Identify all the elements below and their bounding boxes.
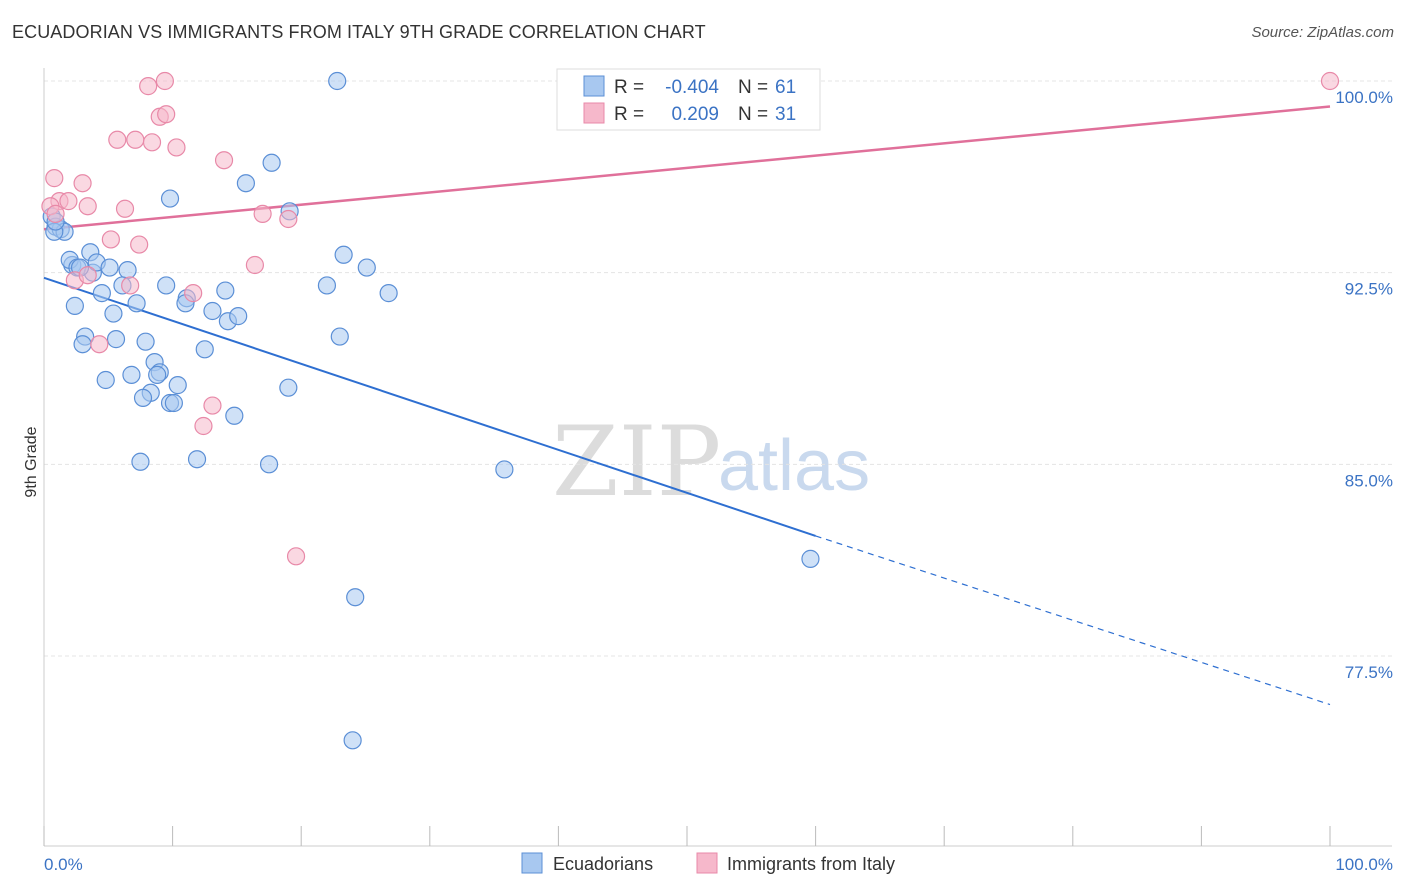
- point-ecuadorian-24: [148, 365, 167, 384]
- point-italy-24: [184, 284, 203, 303]
- point-italy-27: [194, 416, 213, 436]
- point-ecuadorian-31: [164, 393, 183, 413]
- legend-box: R = -0.404 N = 61 R = 0.209 N = 31: [556, 68, 821, 131]
- point-ecuadorian-26: [96, 370, 115, 390]
- point-ecuadorian-30: [133, 388, 153, 407]
- source-credit: Source: ZipAtlas.com: [1251, 24, 1394, 41]
- y-tick-label-2: 92.5%: [1345, 280, 1393, 299]
- point-ecuadorian-25: [168, 376, 187, 395]
- point-ecuadorian-16: [104, 304, 123, 323]
- point-italy-23: [121, 276, 140, 295]
- legend-swatch-italy: [583, 102, 605, 124]
- point-ecuadorian-45: [330, 327, 349, 346]
- point-ecuadorian-55: [495, 460, 514, 479]
- legend-r-label-2: R =: [614, 104, 644, 125]
- point-ecuadorian-49: [279, 378, 298, 397]
- point-italy-28: [286, 547, 306, 566]
- point-ecuadorian-41: [131, 452, 150, 471]
- point-italy-10: [142, 133, 162, 152]
- point-ecuadorian-54: [328, 71, 347, 91]
- point-ecuadorian-19: [73, 335, 92, 354]
- point-italy-20: [130, 235, 149, 254]
- point-italy-8: [126, 130, 145, 149]
- bottom-legend: Ecuadorians Immigrants from Italy: [521, 852, 895, 874]
- trend-line-ecuadorians: [43, 276, 816, 537]
- legend-r-label-1: R =: [614, 77, 644, 98]
- point-italy-14: [155, 71, 174, 91]
- point-italy-12: [157, 105, 176, 124]
- point-italy-17: [253, 204, 272, 223]
- point-ecuadorian-51: [262, 153, 281, 172]
- point-ecuadorian-33: [157, 276, 176, 295]
- point-ecuadorian-44: [317, 276, 337, 295]
- point-ecuadorian-15: [127, 294, 146, 313]
- watermark-atlas: atlas: [718, 426, 870, 506]
- legend-swatch-ecuadorians: [583, 75, 605, 97]
- point-ecuadorian-46: [334, 245, 353, 264]
- tick-labels: 77.5% 85.0% 92.5% 100.0% 0.0% 100.0%: [44, 88, 1393, 874]
- x-tick-label-1: 100.0%: [1335, 855, 1393, 874]
- legend-n-label-2: N =: [738, 104, 768, 125]
- chart-title: ECUADORIAN VS IMMIGRANTS FROM ITALY 9TH …: [12, 22, 706, 42]
- y-tick-label-3: 100.0%: [1335, 88, 1393, 107]
- point-italy-9: [108, 130, 127, 149]
- point-ecuadorian-13: [92, 284, 111, 303]
- point-ecuadorian-56: [801, 549, 820, 568]
- point-italy-5: [73, 174, 92, 193]
- point-ecuadorian-43: [259, 455, 279, 474]
- point-ecuadorian-47: [357, 258, 376, 277]
- point-italy-26: [203, 396, 222, 415]
- point-ecuadorian-36: [203, 301, 222, 321]
- bottom-legend-swatch-ecuadorians: [521, 852, 543, 874]
- point-ecuadorian-42: [187, 450, 207, 469]
- legend-n-value-2: 31: [775, 104, 796, 125]
- legend-r-value-1: -0.404: [665, 77, 719, 98]
- point-italy-15: [167, 138, 186, 157]
- point-italy-21: [245, 255, 265, 275]
- point-italy-18: [279, 209, 298, 229]
- axes: [43, 68, 1392, 847]
- point-ecuadorian-32: [195, 340, 214, 359]
- point-italy-19: [101, 230, 120, 249]
- point-ecuadorian-48: [379, 284, 398, 303]
- point-italy-13: [139, 77, 158, 96]
- legend-n-value-1: 61: [775, 77, 796, 98]
- point-ecuadorian-20: [106, 330, 126, 349]
- point-italy-3: [59, 192, 78, 211]
- point-italy-29: [1320, 71, 1340, 91]
- point-ecuadorian-17: [65, 296, 84, 315]
- point-ecuadorian-27: [122, 365, 141, 384]
- point-ecuadorian-52: [236, 174, 256, 193]
- x-tick-label-0: 0.0%: [44, 855, 83, 874]
- point-ecuadorian-53: [160, 189, 180, 208]
- point-italy-25: [90, 335, 109, 354]
- bottom-legend-label-ecuadorians: Ecuadorians: [553, 854, 653, 874]
- point-italy-7: [115, 199, 135, 218]
- point-italy-6: [78, 197, 97, 216]
- point-ecuadorian-40: [225, 406, 244, 425]
- data-points: [41, 71, 1340, 750]
- legend-r-value-2: 0.209: [671, 104, 719, 125]
- point-italy-0: [45, 169, 64, 188]
- watermark-zip: ZIP: [552, 406, 721, 518]
- point-italy-4: [46, 204, 65, 223]
- grid-lines: [44, 80, 1392, 657]
- point-ecuadorian-58: [343, 731, 362, 750]
- y-tick-label-1: 85.0%: [1345, 471, 1393, 490]
- y-axis-label: 9th Grade: [23, 426, 40, 497]
- point-ecuadorian-21: [136, 332, 155, 351]
- point-ecuadorian-37: [216, 281, 235, 300]
- point-italy-30: [78, 266, 97, 285]
- point-ecuadorian-57: [346, 588, 365, 607]
- y-tick-label-0: 77.5%: [1345, 663, 1393, 682]
- point-ecuadorian-39: [229, 307, 248, 326]
- point-italy-16: [214, 151, 234, 170]
- point-ecuadorian-12: [118, 261, 137, 280]
- trend-line-ecuadorians-extension: [815, 535, 1331, 706]
- legend-n-label-1: N =: [738, 77, 768, 98]
- point-ecuadorian-11: [100, 258, 119, 277]
- bottom-legend-swatch-italy: [696, 852, 718, 874]
- bottom-legend-label-italy: Immigrants from Italy: [727, 854, 895, 874]
